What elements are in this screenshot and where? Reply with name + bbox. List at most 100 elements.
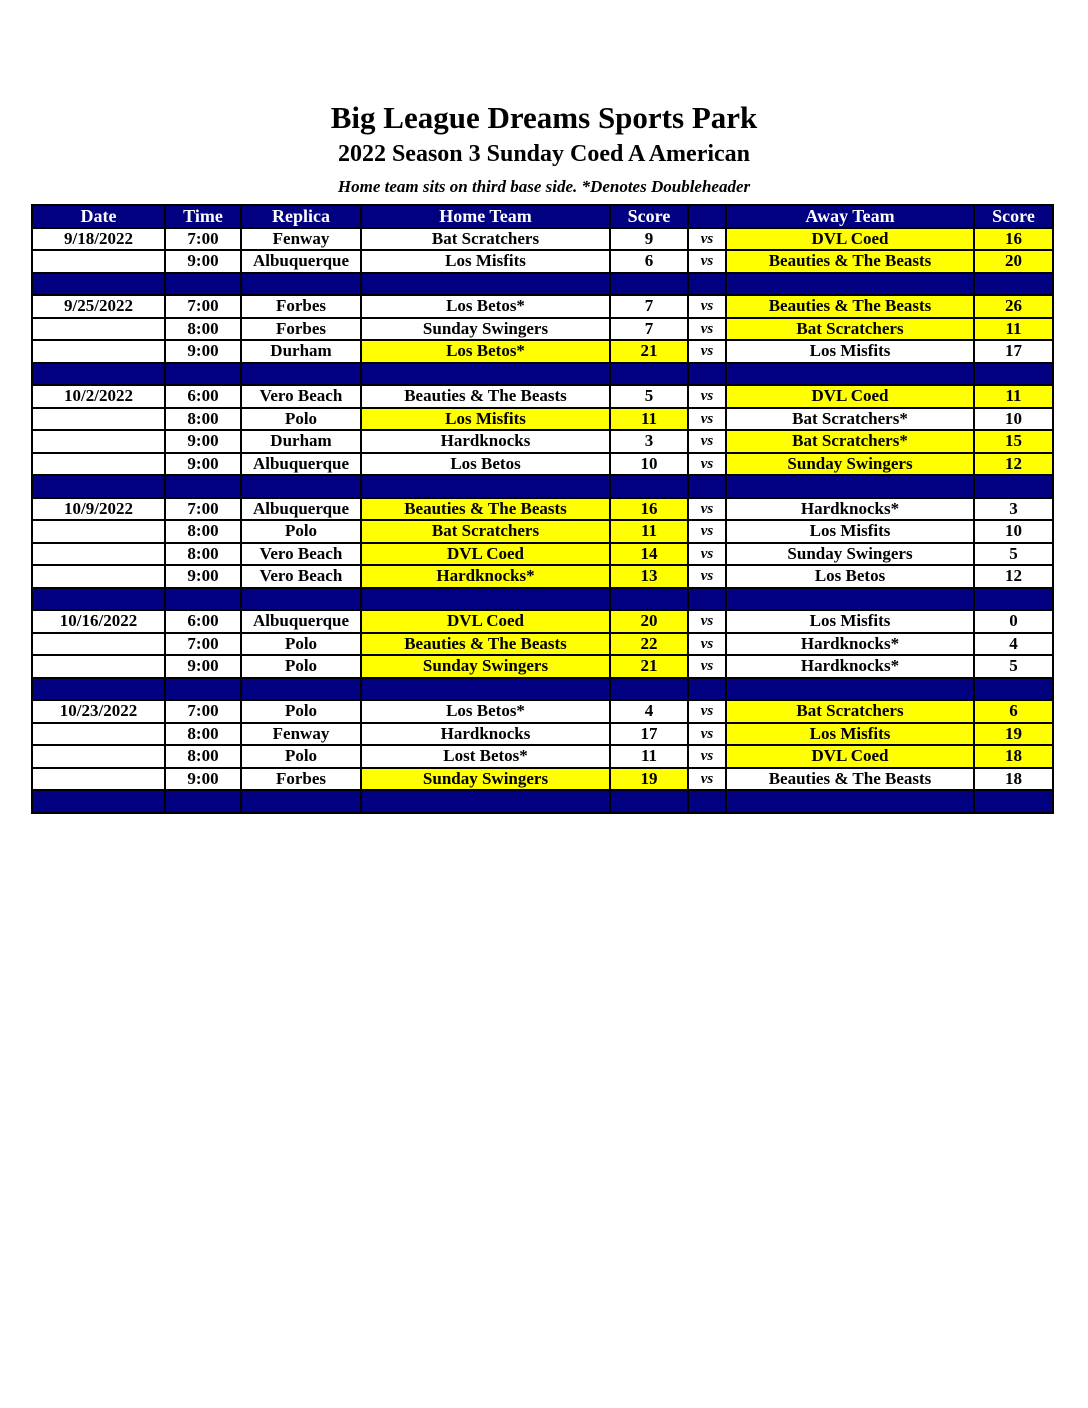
separator-cell (687, 361, 727, 386)
schedule-table: Date Time Replica Home Team Score Away Team Sc… (31, 204, 1054, 814)
vs-label: vs (687, 496, 727, 521)
home-score-cell: 17 (609, 721, 689, 746)
away-team-cell: Hardknocks* (725, 496, 975, 521)
week-separator-row (31, 676, 1054, 701)
separator-cell (725, 271, 975, 296)
replica-cell: Forbes (240, 766, 362, 791)
away-score-cell: 11 (973, 316, 1054, 341)
time-cell: 9:00 (164, 451, 242, 476)
separator-cell (31, 676, 166, 701)
separator-cell (31, 586, 166, 611)
replica-cell: Albuquerque (240, 496, 362, 521)
vs-label: vs (687, 226, 727, 251)
away-team-cell: DVL Coed (725, 744, 975, 769)
date-cell: 10/9/2022 (31, 496, 166, 521)
home-score-cell: 14 (609, 541, 689, 566)
time-cell: 8:00 (164, 519, 242, 544)
game-row: 8:00 Polo Lost Betos* 11 vs DVL Coed 18 (31, 744, 1054, 769)
separator-cell (973, 361, 1054, 386)
separator-cell (609, 361, 689, 386)
game-row: 9:00 Polo Sunday Swingers 21 vs Hardknocks* 5 (31, 654, 1054, 679)
week-separator-row (31, 361, 1054, 386)
away-score-cell: 5 (973, 541, 1054, 566)
home-score-cell: 7 (609, 294, 689, 319)
replica-cell: Durham (240, 339, 362, 364)
home-score-cell: 11 (609, 406, 689, 431)
away-team-cell: Los Betos (725, 564, 975, 589)
column-header-date: Date (31, 204, 166, 229)
date-cell (31, 429, 166, 454)
away-score-cell: 12 (973, 451, 1054, 476)
home-score-cell: 19 (609, 766, 689, 791)
date-cell: 10/2/2022 (31, 384, 166, 409)
game-row: 8:00 Polo Los Misfits 11 vs Bat Scratchers* 10 (31, 406, 1054, 431)
vs-label: vs (687, 339, 727, 364)
vs-label: vs (687, 744, 727, 769)
home-team-cell: Bat Scratchers (360, 226, 611, 251)
replica-cell: Albuquerque (240, 609, 362, 634)
schedule-body: 9/18/2022 7:00 Fenway Bat Scratchers 9 vs DVL … (31, 226, 1054, 814)
home-team-cell: Los Betos* (360, 339, 611, 364)
separator-cell (240, 676, 362, 701)
replica-cell: Polo (240, 744, 362, 769)
replica-cell: Polo (240, 699, 362, 724)
separator-cell (725, 361, 975, 386)
date-cell: 10/23/2022 (31, 699, 166, 724)
game-row: 8:00 Polo Bat Scratchers 11 vs Los Misfits 10 (31, 519, 1054, 544)
week-separator-row (31, 271, 1054, 296)
game-row: 9:00 Albuquerque Los Misfits 6 vs Beauties & … (31, 249, 1054, 274)
home-score-cell: 21 (609, 339, 689, 364)
separator-cell (240, 474, 362, 499)
home-score-cell: 6 (609, 249, 689, 274)
date-cell (31, 451, 166, 476)
game-row: 9/18/2022 7:00 Fenway Bat Scratchers 9 vs DVL … (31, 226, 1054, 251)
separator-cell (31, 474, 166, 499)
separator-cell (360, 361, 611, 386)
home-team-cell: DVL Coed (360, 609, 611, 634)
vs-label: vs (687, 519, 727, 544)
date-cell (31, 744, 166, 769)
vs-label: vs (687, 384, 727, 409)
vs-label: vs (687, 654, 727, 679)
home-score-cell: 4 (609, 699, 689, 724)
away-team-cell: Bat Scratchers (725, 316, 975, 341)
time-cell: 7:00 (164, 631, 242, 656)
date-cell (31, 249, 166, 274)
home-score-cell: 16 (609, 496, 689, 521)
replica-cell: Polo (240, 631, 362, 656)
date-cell (31, 631, 166, 656)
separator-cell (725, 586, 975, 611)
separator-cell (164, 474, 242, 499)
away-score-cell: 4 (973, 631, 1054, 656)
time-cell: 8:00 (164, 316, 242, 341)
column-header-vs (687, 204, 727, 229)
home-team-cell: DVL Coed (360, 541, 611, 566)
separator-cell (725, 474, 975, 499)
date-cell: 9/25/2022 (31, 294, 166, 319)
home-score-cell: 5 (609, 384, 689, 409)
date-cell (31, 564, 166, 589)
replica-cell: Vero Beach (240, 384, 362, 409)
replica-cell: Vero Beach (240, 564, 362, 589)
vs-label: vs (687, 721, 727, 746)
away-score-cell: 16 (973, 226, 1054, 251)
away-team-cell: DVL Coed (725, 384, 975, 409)
away-team-cell: Hardknocks* (725, 654, 975, 679)
home-score-cell: 21 (609, 654, 689, 679)
home-score-cell: 10 (609, 451, 689, 476)
away-team-cell: Bat Scratchers* (725, 429, 975, 454)
separator-cell (240, 271, 362, 296)
away-team-cell: Beauties & The Beasts (725, 249, 975, 274)
game-row: 9:00 Forbes Sunday Swingers 19 vs Beauties & … (31, 766, 1054, 791)
week-separator-row (31, 474, 1054, 499)
home-team-cell: Los Misfits (360, 249, 611, 274)
date-cell: 9/18/2022 (31, 226, 166, 251)
home-score-cell: 9 (609, 226, 689, 251)
column-header-away-score: Score (973, 204, 1054, 229)
replica-cell: Durham (240, 429, 362, 454)
home-team-cell: Hardknocks (360, 721, 611, 746)
home-team-cell: Beauties & The Beasts (360, 496, 611, 521)
replica-cell: Polo (240, 654, 362, 679)
away-team-cell: Sunday Swingers (725, 541, 975, 566)
date-cell (31, 654, 166, 679)
